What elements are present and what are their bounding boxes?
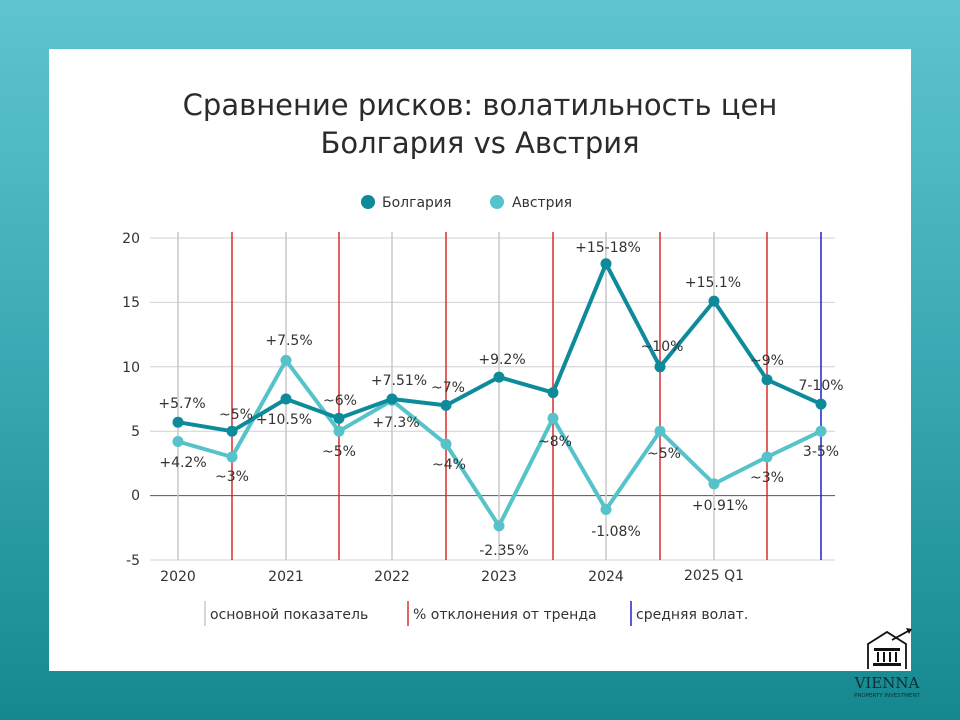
title-line-1: Сравнение рисков: волатильность цен (182, 88, 778, 122)
label-at-2: +7.5% (265, 333, 312, 349)
label-bg-9: ~10% (641, 339, 684, 355)
legend-bulgaria-marker (361, 195, 375, 209)
brand-name: VIENNA (854, 674, 920, 692)
series-legend: Болгария Австрия (361, 195, 572, 211)
y-tick-5: 5 (131, 424, 140, 440)
house-icon (867, 630, 907, 669)
label-at-10: +0.91% (692, 498, 748, 514)
x-tick-2025q1: 2025 Q1 (684, 568, 744, 584)
brand-tagline: PROPERTY INVESTMENT (854, 693, 920, 699)
legend-main-indicator: основной показатель (210, 607, 368, 623)
y-axis: 20 15 10 5 0 -5 (122, 231, 835, 569)
x-axis: 2020 2021 2022 2023 2024 2025 Q1 (160, 568, 744, 585)
label-bg-5: ~7% (431, 380, 465, 396)
label-bg-11: ~9% (750, 353, 784, 369)
legend-trend-deviation: % отклонения от тренда (413, 607, 597, 623)
label-bg-0: +5.7% (158, 396, 205, 412)
label-at-11: ~3% (750, 470, 784, 486)
label-at-1: ~3% (215, 469, 249, 485)
label-at-12: 3-5% (803, 444, 839, 460)
y-tick-10: 10 (122, 360, 140, 376)
label-at-6: -2.35% (479, 543, 529, 559)
label-at-3: ~5% (322, 444, 356, 460)
y-tick-minus5: -5 (126, 553, 140, 569)
label-bg-8: +15-18% (575, 240, 641, 256)
x-tick-2022: 2022 (374, 569, 410, 585)
series-austria (172, 354, 827, 532)
label-bg-10: +15.1% (685, 275, 741, 291)
legend-austria-label: Австрия (512, 195, 572, 211)
label-at-5: ~4% (432, 457, 466, 473)
legend-austria-marker (490, 195, 504, 209)
label-at-9: ~5% (647, 446, 681, 462)
label-at-7: ~8% (538, 434, 572, 450)
y-tick-15: 15 (122, 295, 140, 311)
x-tick-2023: 2023 (481, 569, 517, 585)
legend-bulgaria-label: Болгария (382, 195, 451, 211)
title-line-2: Болгария vs Австрия (320, 126, 640, 160)
label-at-8: -1.08% (591, 524, 641, 540)
vertical-markers (177, 232, 822, 560)
x-tick-2024: 2024 (588, 569, 624, 585)
line-type-legend: основной показатель % отклонения от трен… (204, 601, 748, 626)
x-tick-2020: 2020 (160, 569, 196, 585)
label-at-4: +7.3% (372, 415, 419, 431)
series-bulgaria (172, 258, 827, 437)
label-bg-2: +10.5% (256, 412, 312, 428)
label-bg-12: 7-10% (798, 378, 843, 394)
legend-avg-volatility: средняя волат. (636, 607, 748, 623)
label-bg-6: +9.2% (478, 352, 525, 368)
label-bg-3: ~6% (323, 393, 357, 409)
chart-title: Сравнение рисков: волатильность цен Болг… (0, 86, 960, 162)
arrow-up-icon (891, 629, 911, 641)
data-labels: +5.7% ~5% +10.5% ~6% +7.51% ~7% +9.2% +1… (158, 240, 843, 559)
vienna-logo: VIENNA PROPERTY INVESTMENT (838, 620, 920, 699)
label-at-0: +4.2% (159, 455, 206, 471)
y-tick-0: 0 (131, 488, 140, 504)
y-tick-20: 20 (122, 231, 140, 247)
label-bg-4: +7.51% (371, 373, 427, 389)
x-tick-2021: 2021 (268, 569, 304, 585)
label-bg-1: ~5% (219, 407, 253, 423)
